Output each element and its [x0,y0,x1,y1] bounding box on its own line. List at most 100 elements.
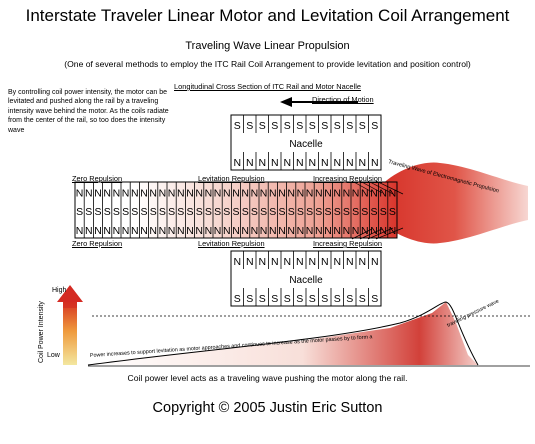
rail-coil-pole: N [297,225,305,237]
cross-section-label: Longitudinal Cross Section of ITC Rail a… [174,82,361,91]
nacelle-magnet-pole: N [296,157,304,169]
rail-coil-pole: N [140,188,148,200]
rail-coil-pole: N [260,188,268,200]
rail-coil-pole: S [177,206,184,218]
zone-label-levitation-top: Levitation Repulsion [198,174,265,183]
nacelle-magnet-pole: S [234,120,241,132]
nacelle-magnet-pole: N [271,256,279,268]
nacelle-magnet-pole: S [359,120,366,132]
rail-body [75,182,397,238]
zone-label-increasing-top: Increasing Repulsion [313,174,383,183]
rail-coil-pole: N [168,188,176,200]
page-subnote: (One of several methods to employ the IT… [64,59,471,69]
low-label: Low [47,352,61,359]
rail-coil-pole: N [103,225,111,237]
rail-coil-pole: S [260,206,267,218]
rail-outline [74,181,398,239]
rail-coil-pole: N [370,225,378,237]
rail-coil-pole: S [186,206,193,218]
rail-coil-pole: N [297,188,305,200]
rail-coil-pole: N [214,225,222,237]
high-label: High [52,287,67,294]
rail-coil-pole: N [278,188,286,200]
nacelle-magnet-pole: S [296,293,303,305]
nacelle-magnet-pole: S [359,293,366,305]
rail-coil-pole: S [214,206,221,218]
copyright: Copyright © 2005 Justin Eric Sutton [152,400,383,416]
side-description: By controlling coil power intensity, the… [8,89,169,134]
rail-coil-pole: N [85,225,93,237]
rail-coil-pole: S [205,206,212,218]
rail-coil-pole: N [352,188,360,200]
rail-coil-pole: N [389,225,397,237]
nacelle-magnet-pole: S [346,120,353,132]
nacelle-magnet-pole: N [371,157,379,169]
nacelle-magnet-pole: N [358,157,366,169]
rail-coil-pole: N [287,188,295,200]
rail-coil-pole: S [159,206,166,218]
rail-coil-pole: N [223,225,231,237]
rail-coil-pole: N [370,188,378,200]
rail-coil-pole: N [306,188,314,200]
rail-coil-pole: N [149,188,157,200]
rail-coil-pole: N [113,225,121,237]
nacelle-magnet-pole: S [271,293,278,305]
nacelle-magnet-pole: S [259,120,266,132]
nacelle-magnet-pole: N [246,256,254,268]
rail-coil-pole: N [205,188,213,200]
nacelle-magnet-pole: S [234,293,241,305]
rail-coil-pole: N [269,188,277,200]
nacelle-magnet-pole: N [371,256,379,268]
nacelle-magnet-pole: S [284,120,291,132]
rail-coil-pole: N [214,188,222,200]
rail-coil-pole: N [186,188,194,200]
nacelle-label: Nacelle [289,139,323,150]
rail-coil-pole: S [223,206,230,218]
rail-coil-pole: N [177,188,185,200]
rail-coil-pole: N [333,225,341,237]
rail-coil-pole: N [85,188,93,200]
rail-coil-pole: S [361,206,368,218]
rail-coil-pole: N [324,225,332,237]
zone-label-levitation-bottom: Levitation Repulsion [198,239,265,248]
rail-coil-pole: S [232,206,239,218]
page-subtitle: Traveling Wave Linear Propulsion [185,40,350,52]
nacelle-magnet-pole: N [308,256,316,268]
nacelle-magnet-pole: N [346,256,354,268]
rail-coil-pole: S [122,206,129,218]
nacelle-magnet-pole: S [371,120,378,132]
rail-coil-pole: N [251,188,259,200]
rail-coil-pole: S [168,206,175,218]
rail-coil-pole: S [85,206,92,218]
page-title: Interstate Traveler Linear Motor and Lev… [25,6,510,25]
power-graph [57,285,530,367]
rail-coil-pole: S [269,206,276,218]
rail-coil-pole: S [278,206,285,218]
rail-coil-pole: S [324,206,331,218]
rail-coil-pole: S [251,206,258,218]
rail-coil-pole: N [168,225,176,237]
rail-coil-pole: S [104,206,111,218]
rail-coil-pole: S [334,206,341,218]
nacelle-magnet-pole: N [246,157,254,169]
repulsion-arrows [351,180,404,240]
rail-coil-pole: S [389,206,396,218]
rail-coil-pole: S [343,206,350,218]
rail-coil-pole: S [196,206,203,218]
nacelle-magnet-pole: S [334,293,341,305]
nacelle-label: Nacelle [289,275,323,286]
nacelle-magnet-pole: N [258,157,266,169]
rail-coil-pole: N [361,188,369,200]
rail-coil-pole: N [131,188,139,200]
rail-coil-pole: N [195,188,203,200]
rail-coil-pole: N [186,225,194,237]
nacelle-magnet-pole: S [296,120,303,132]
zone-label-increasing-bottom: Increasing Repulsion [313,239,383,248]
rail-coil-pole: N [232,225,240,237]
rail-coil-pole: N [352,225,360,237]
nacelle-magnet-pole: N [308,157,316,169]
rail-coil-pole: N [287,225,295,237]
rail-coil-pole: N [76,225,84,237]
rail-coil-pole: N [315,225,323,237]
